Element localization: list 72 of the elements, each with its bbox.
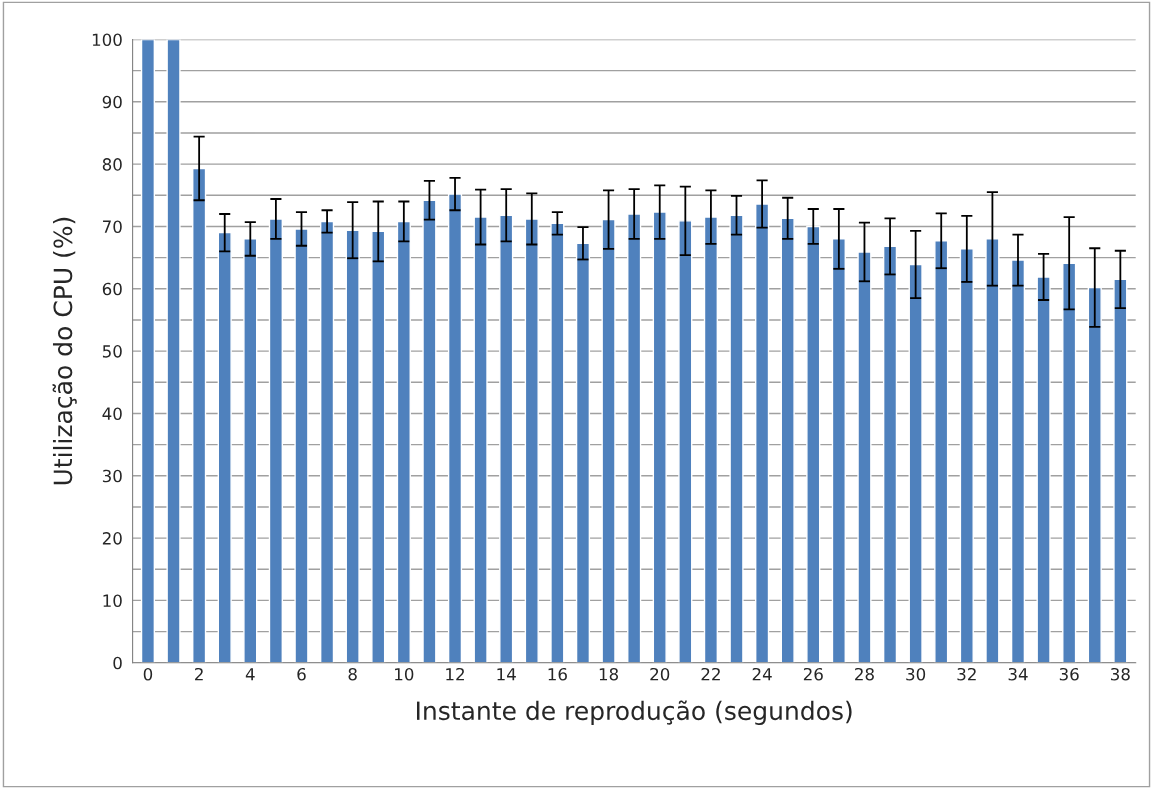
bar xyxy=(601,218,616,663)
bar xyxy=(678,220,693,663)
x-tick-label: 26 xyxy=(803,667,823,681)
bar xyxy=(294,228,309,663)
bar xyxy=(499,214,514,663)
x-tick-label: 4 xyxy=(245,668,255,681)
x-tick-label: 18 xyxy=(599,667,619,681)
bar xyxy=(652,211,667,663)
x-tick-label: 2 xyxy=(195,667,203,681)
bar xyxy=(524,218,539,663)
x-tick-label: 0 xyxy=(143,667,153,681)
bar xyxy=(166,39,181,663)
x-tick-label: 6 xyxy=(297,667,306,681)
bar xyxy=(882,245,898,663)
bar xyxy=(627,213,642,663)
bar xyxy=(447,193,463,663)
bar xyxy=(806,225,821,663)
x-tick-label: 28 xyxy=(855,667,874,681)
x-tick-label: 30 xyxy=(906,667,926,681)
y-tick-label: 0 xyxy=(113,656,122,670)
bar xyxy=(703,216,719,663)
y-tick-label: 50 xyxy=(102,345,122,358)
x-tick-label: 38 xyxy=(1111,667,1130,681)
bar xyxy=(1010,259,1026,663)
y-tick-label: 40 xyxy=(102,407,122,420)
bar xyxy=(319,220,335,663)
bar xyxy=(396,220,411,663)
bar xyxy=(140,39,156,663)
y-axis-title: Utilização do CPU (%) xyxy=(52,217,77,485)
x-tick-label: 8 xyxy=(348,667,357,681)
bar xyxy=(985,238,1000,663)
bar xyxy=(1113,278,1128,663)
x-axis-title: Instante de reprodução (segundos) xyxy=(417,700,852,726)
y-tick-label: 10 xyxy=(103,594,122,607)
bar xyxy=(550,222,565,663)
bar xyxy=(345,229,360,663)
y-tick-label: 100 xyxy=(92,33,122,47)
y-tick-label: 60 xyxy=(102,282,122,296)
x-tick-label: 34 xyxy=(1008,667,1028,681)
x-tick-label: 12 xyxy=(446,667,464,681)
x-tick-label: 24 xyxy=(752,667,772,681)
x-tick-label: 14 xyxy=(497,668,516,681)
bar xyxy=(831,238,846,663)
y-tick-label: 90 xyxy=(102,95,122,109)
bar xyxy=(217,231,232,663)
bar xyxy=(371,230,386,663)
x-tick-label: 36 xyxy=(1059,667,1079,681)
x-tick-label: 32 xyxy=(957,667,976,681)
bar xyxy=(575,242,591,663)
x-tick-label: 22 xyxy=(701,667,720,681)
bar xyxy=(1062,262,1077,663)
bar xyxy=(243,238,258,663)
bar xyxy=(268,218,283,663)
bar xyxy=(422,199,437,663)
y-tick-label: 80 xyxy=(102,158,122,171)
bar xyxy=(192,167,207,663)
bar xyxy=(1087,286,1102,663)
bar xyxy=(908,263,923,663)
bar xyxy=(959,248,974,663)
bar xyxy=(857,251,872,663)
bar xyxy=(473,216,488,663)
y-tick-label: 30 xyxy=(102,469,122,483)
x-tick-label: 20 xyxy=(650,667,670,681)
bar xyxy=(729,214,744,663)
x-tick-label: 10 xyxy=(395,667,414,681)
y-tick-label: 70 xyxy=(103,220,122,234)
bar xyxy=(755,203,770,663)
bar xyxy=(1036,276,1051,663)
y-tick-label: 20 xyxy=(102,532,122,545)
x-tick-label: 16 xyxy=(548,667,567,681)
bar xyxy=(780,217,795,663)
bar xyxy=(934,240,949,663)
